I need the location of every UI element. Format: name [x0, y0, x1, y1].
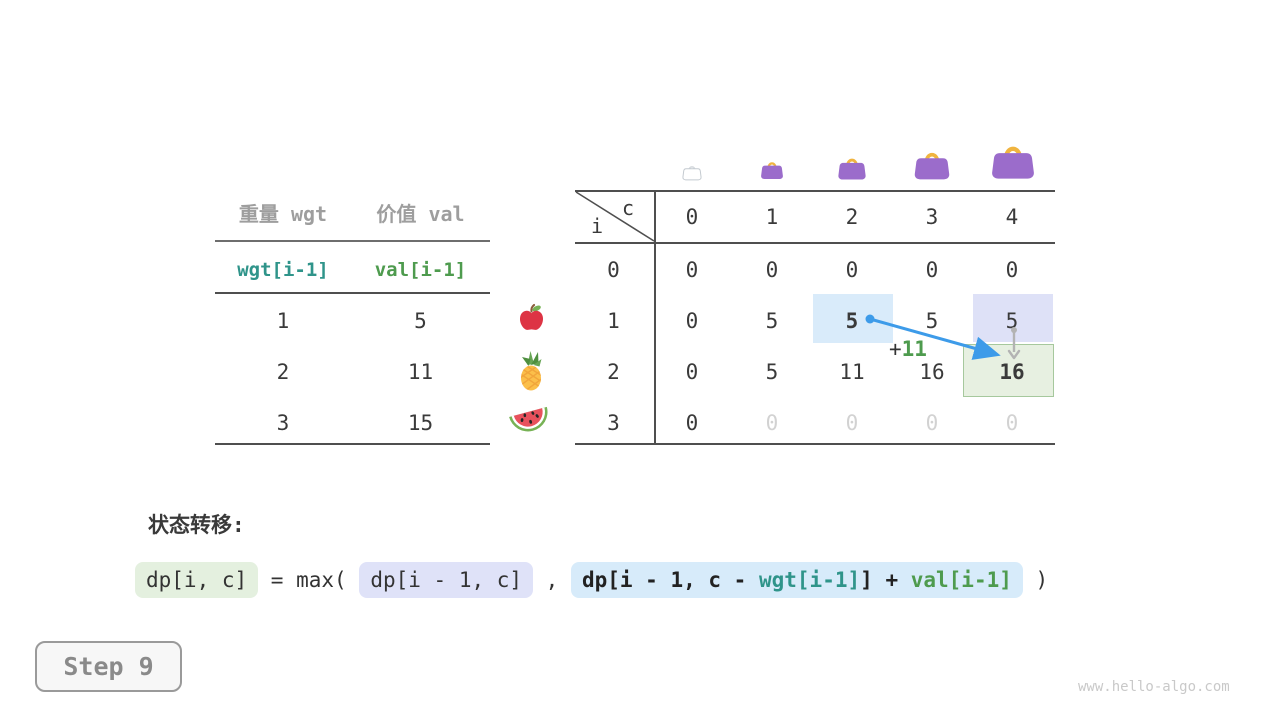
val-index-label: val[i-1]	[374, 259, 467, 281]
dp-cell-0-1: 0	[765, 257, 779, 282]
dp-row-header-0: 0	[607, 257, 620, 282]
formula-arg2-wgt: wgt[i-1]	[758, 568, 861, 592]
formula-lhs-chip: dp[i, c]	[135, 562, 259, 598]
formula-arg2-bracket: ]	[860, 568, 873, 592]
item-table-index-row: wgt[i-1] val[i-1]	[215, 252, 490, 288]
dp-table-rule-top	[575, 190, 1055, 192]
value-column-header: 价值 val	[376, 201, 465, 226]
pineapple-icon	[513, 349, 549, 392]
dp-cell-3-4: 0	[1005, 410, 1019, 435]
dp-table-rule-header	[575, 242, 1055, 244]
formula-close-paren: )	[1022, 568, 1049, 592]
dp-cell-2-0: 0	[685, 359, 699, 384]
item-table-rule-top	[215, 240, 490, 242]
item-wgt-2: 3	[276, 410, 290, 435]
dp-col-header-3: 3	[925, 205, 939, 229]
dp-cell-2-2: 11	[839, 359, 865, 384]
dp-row-header-3: 3	[607, 410, 620, 435]
dp-cell-2-4: 16	[999, 359, 1025, 384]
item-wgt-1: 2	[276, 359, 290, 384]
formula-arg1-chip: dp[i - 1, c]	[359, 562, 534, 598]
item-table-header: 重量 wgt 价值 val	[215, 197, 490, 227]
dp-cell-0-4: 0	[1005, 257, 1019, 282]
dp-table-body: 0 0 0 0 0 0 5 5 5 5 0 5 11 16 16 0 0 0 0…	[652, 244, 1052, 448]
dp-cell-2-3: 16	[919, 359, 945, 384]
item-table-rule-mid	[215, 292, 490, 294]
formula-arg2-val: val[i-1]	[910, 568, 1012, 592]
formula-arg2-chip: dp[i - 1, c - wgt[i-1]] + val[i-1]	[570, 562, 1023, 598]
dp-cell-0-2: 0	[845, 257, 859, 282]
dp-row-header-2: 2	[607, 359, 620, 384]
dp-cell-2-1: 5	[765, 359, 779, 384]
item-table-body: 1 5 2 11 3 15	[215, 295, 490, 448]
handbag-icon	[913, 152, 951, 181]
weight-column-header: 重量 wgt	[238, 201, 328, 226]
dp-cell-1-2: 5	[845, 308, 859, 333]
plus-sign: +	[889, 337, 902, 361]
dp-cell-1-4: 5	[1005, 308, 1019, 333]
dp-col-header-1: 1	[765, 205, 779, 229]
site-watermark: www.hello-algo.com	[1078, 679, 1230, 695]
dp-cell-1-0: 0	[685, 308, 699, 333]
dp-cell-3-3: 0	[925, 410, 939, 435]
state-transition-label: 状态转移:	[148, 513, 245, 537]
added-value: 11	[901, 337, 927, 361]
dp-table-rule-vertical	[654, 190, 656, 445]
transition-formula: dp[i, c] = max( dp[i - 1, c] , dp[i - 1,…	[135, 559, 1048, 601]
capacity-variable-label: c	[621, 196, 634, 220]
dp-cell-3-0: 0	[685, 410, 699, 435]
dp-row-headers: 0 1 2 3	[573, 244, 654, 448]
dp-col-header-2: 2	[845, 205, 859, 229]
dp-table-rule-bottom	[575, 443, 1055, 445]
dp-cell-1-1: 5	[765, 308, 779, 333]
dp-row-header-1: 1	[607, 308, 620, 333]
apple-icon	[518, 303, 545, 331]
dp-cell-3-2: 0	[845, 410, 859, 435]
empty-bag-icon	[682, 166, 702, 181]
handbag-icon	[990, 138, 1036, 181]
formula-arg2-plus: +	[872, 568, 911, 592]
step-indicator: Step 9	[35, 641, 182, 692]
handbag-icon	[837, 158, 867, 181]
dp-cell-0-0: 0	[685, 257, 699, 282]
item-table-rule-bottom	[215, 443, 490, 445]
item-val-1: 11	[407, 359, 434, 384]
item-wgt-0: 1	[276, 308, 290, 333]
wgt-index-label: wgt[i-1]	[237, 259, 329, 281]
formula-eq-max: = max(	[258, 568, 360, 592]
add-value-annotation: +11	[889, 337, 927, 361]
dp-col-header-4: 4	[1005, 205, 1019, 229]
dp-cell-3-1: 0	[765, 410, 779, 435]
formula-arg2-prefix: dp[i - 1, c -	[581, 568, 759, 592]
dp-corner-cell: c i	[575, 192, 654, 242]
item-variable-label: i	[591, 214, 604, 238]
formula-comma: ,	[533, 568, 571, 592]
item-val-2: 15	[407, 410, 434, 435]
watermelon-icon	[509, 406, 551, 436]
dp-cell-0-3: 0	[925, 257, 939, 282]
item-val-0: 5	[414, 308, 427, 333]
dp-col-header-0: 0	[685, 205, 699, 229]
dp-column-headers: 0 1 2 3 4	[652, 192, 1052, 242]
handbag-icon	[760, 162, 784, 180]
